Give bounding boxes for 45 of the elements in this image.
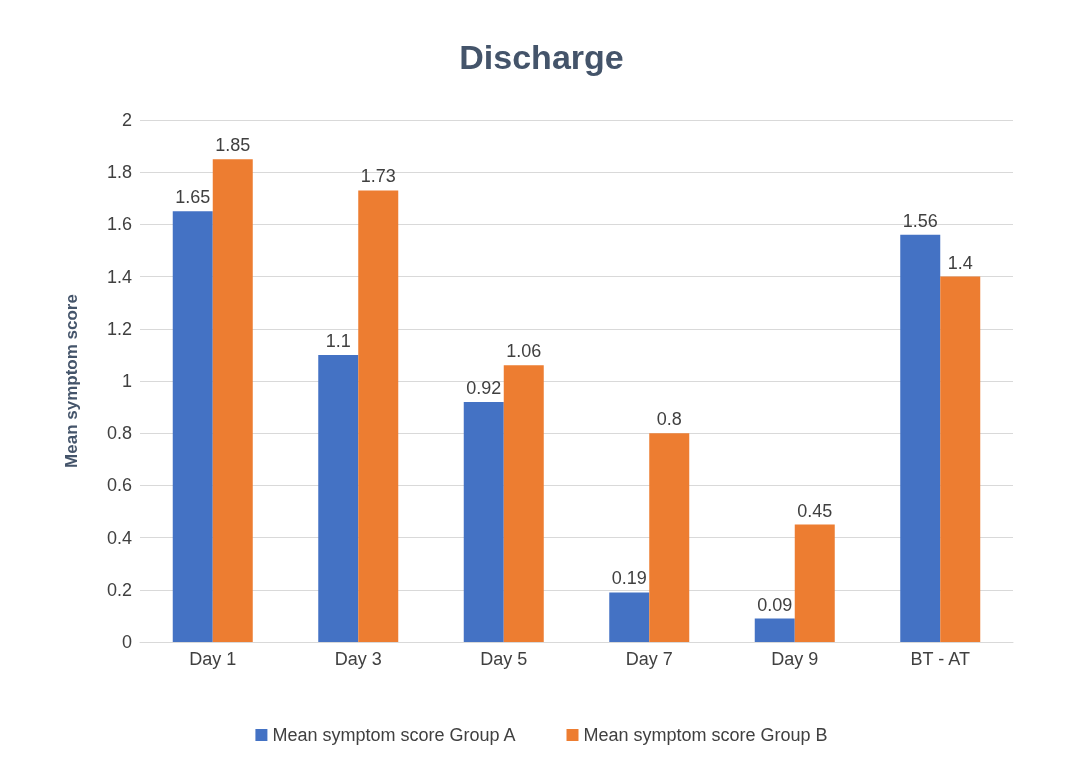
data-label: 0.09 [757,594,793,615]
bar [212,159,253,642]
data-label: 0.19 [611,568,647,589]
legend-label: Mean symptom score Group B [583,725,828,745]
y-axis-title: Mean symptom score [62,294,81,468]
data-label: 0.8 [656,409,682,430]
y-tick-label: 1.2 [106,318,132,339]
bar [900,234,941,642]
y-tick-label: 0.6 [106,475,132,496]
data-label: 0.45 [797,500,833,521]
data-label: 1.1 [325,330,351,351]
data-label: 1.65 [175,187,211,208]
y-tick-label: 0.2 [106,579,132,600]
x-tick-label: Day 7 [625,649,673,669]
data-label: 1.73 [360,166,396,187]
bar [794,524,835,642]
bar [358,190,399,642]
y-tick-label: 1 [121,371,132,391]
data-label: 1.56 [902,210,938,231]
data-label: 1.85 [215,135,251,156]
x-tick-label: Day 9 [771,649,819,669]
chart-title: Discharge [459,38,624,76]
data-label: 1.4 [947,252,973,273]
x-tick-label: BT - AT [910,649,970,669]
bar [318,354,359,642]
legend-label: Mean symptom score Group A [272,725,516,745]
y-tick-label: 0.8 [106,423,132,444]
bar [609,592,650,642]
y-tick-label: 1.8 [106,162,132,183]
x-tick-label: Day 1 [189,649,237,669]
bar [463,401,504,642]
y-tick-label: 0 [121,632,132,652]
bar [940,276,981,642]
y-tick-label: 0.4 [106,527,132,548]
bar [503,365,544,642]
bar [754,618,795,642]
y-tick-label: 1.4 [106,266,132,287]
y-tick-label: 2 [121,110,132,130]
y-tick-label: 1.6 [106,214,132,235]
bar [649,433,690,642]
data-label: 0.92 [466,377,502,398]
x-tick-label: Day 3 [334,649,382,669]
bar [172,211,213,642]
data-label: 1.06 [506,341,542,362]
x-tick-label: Day 5 [480,649,528,669]
